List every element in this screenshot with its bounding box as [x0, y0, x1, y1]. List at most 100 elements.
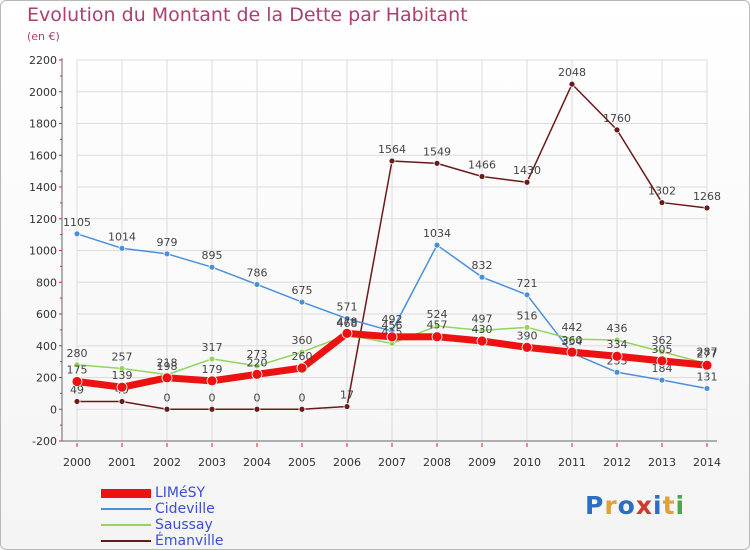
y-tick-label: 1800: [29, 118, 57, 131]
data-label: 1268: [693, 190, 721, 203]
legend-item: Saussay: [101, 517, 224, 533]
x-tick-label: 2008: [423, 456, 451, 469]
data-point: [253, 362, 261, 370]
data-label: 0: [164, 391, 171, 404]
data-label: 786: [247, 266, 268, 279]
data-point: [298, 298, 306, 306]
data-point: [478, 326, 486, 334]
data-label: 571: [337, 301, 358, 314]
y-tick-label: -200: [32, 435, 57, 448]
data-point: [568, 80, 576, 88]
data-label: 1430: [513, 164, 541, 177]
data-label: 260: [292, 350, 313, 363]
data-point: [71, 376, 83, 387]
legend-label: Émanville: [155, 533, 224, 549]
data-label: 198: [157, 360, 178, 373]
data-point: [343, 403, 351, 410]
data-point: [296, 362, 308, 374]
data-label: 360: [562, 334, 583, 347]
data-point: [73, 361, 81, 369]
series-cideville: 1105101497989578667557149210348327213542…: [63, 216, 718, 392]
data-point: [208, 405, 216, 413]
data-point: [658, 348, 666, 356]
data-point: [163, 250, 171, 258]
legend-swatch: [101, 488, 151, 498]
data-label: 492: [382, 313, 403, 326]
data-point: [523, 291, 531, 299]
x-tick-label: 2010: [513, 456, 541, 469]
data-label: 175: [67, 363, 88, 376]
x-tick-label: 2002: [153, 456, 181, 469]
legend-swatch: [101, 524, 151, 526]
x-tick-label: 2005: [288, 456, 316, 469]
chart-subtitle: (en €): [27, 30, 60, 43]
data-point: [658, 376, 666, 384]
logo-letter: r: [604, 491, 618, 520]
data-label: 184: [652, 362, 673, 375]
y-tick-label: 2200: [29, 54, 57, 67]
logo-letter: P: [585, 491, 605, 520]
data-point: [116, 381, 128, 393]
data-label: 2048: [558, 66, 586, 79]
data-label: 1105: [63, 216, 91, 229]
data-label: 305: [652, 343, 673, 356]
y-tick-label: 400: [36, 340, 57, 353]
y-tick-label: 1600: [29, 149, 57, 162]
x-tick-label: 2006: [333, 456, 361, 469]
data-point: [613, 336, 621, 344]
data-label: 317: [202, 341, 223, 354]
data-label: 390: [517, 329, 538, 342]
data-point: [208, 263, 216, 271]
legend-item: Cideville: [101, 501, 224, 517]
data-label: 220: [247, 356, 268, 369]
data-label: 1034: [423, 227, 451, 240]
x-tick-label: 2001: [108, 456, 136, 469]
data-point: [253, 405, 261, 413]
legend-swatch: [101, 508, 151, 510]
data-point: [611, 350, 623, 362]
data-label: 979: [157, 236, 178, 249]
data-label: 0: [209, 391, 216, 404]
x-tick-label: 2004: [243, 456, 271, 469]
data-point: [73, 230, 81, 238]
x-tick-label: 2012: [603, 456, 631, 469]
data-point: [253, 281, 261, 288]
data-label: 277: [697, 347, 718, 360]
data-point: [208, 355, 216, 363]
data-label: 442: [562, 321, 583, 334]
data-point: [163, 405, 171, 413]
data-point: [118, 365, 126, 372]
legend-item: Émanville: [101, 533, 224, 549]
data-point: [298, 405, 306, 413]
data-point: [566, 346, 578, 358]
data-label: 218: [157, 357, 178, 370]
data-label: 179: [202, 363, 223, 376]
data-label: 17: [340, 389, 354, 402]
data-point: [568, 335, 576, 343]
y-tick-label: 2000: [29, 86, 57, 99]
series-lim-sy: 175 139 198 179 220 260 478 456 457 430 390 360 334 3…: [67, 315, 718, 393]
legend-label: Cideville: [155, 501, 215, 517]
proxiti-logo: Proxiti: [585, 491, 685, 520]
data-label: 430: [472, 323, 493, 336]
data-point: [298, 348, 306, 356]
y-tick-label: 1400: [29, 181, 57, 194]
logo-letter: x: [635, 491, 653, 520]
series--manville: 4949000017156415491466143020481760130212…: [70, 66, 721, 413]
data-label: 1549: [423, 145, 451, 158]
y-tick-label: 200: [36, 372, 57, 385]
data-point: [206, 375, 218, 387]
chart-title: Evolution du Montant de la Dette par Hab…: [27, 4, 468, 26]
data-label: 436: [607, 322, 628, 335]
data-label: 287: [697, 346, 718, 359]
data-label: 675: [292, 284, 313, 297]
data-label: 456: [382, 319, 403, 332]
data-point: [118, 244, 126, 252]
data-point: [521, 341, 533, 353]
x-tick-label: 2009: [468, 456, 496, 469]
data-label: 139: [112, 369, 133, 382]
y-tick-label: 800: [36, 276, 57, 289]
data-point: [523, 323, 531, 331]
data-point: [656, 355, 668, 367]
